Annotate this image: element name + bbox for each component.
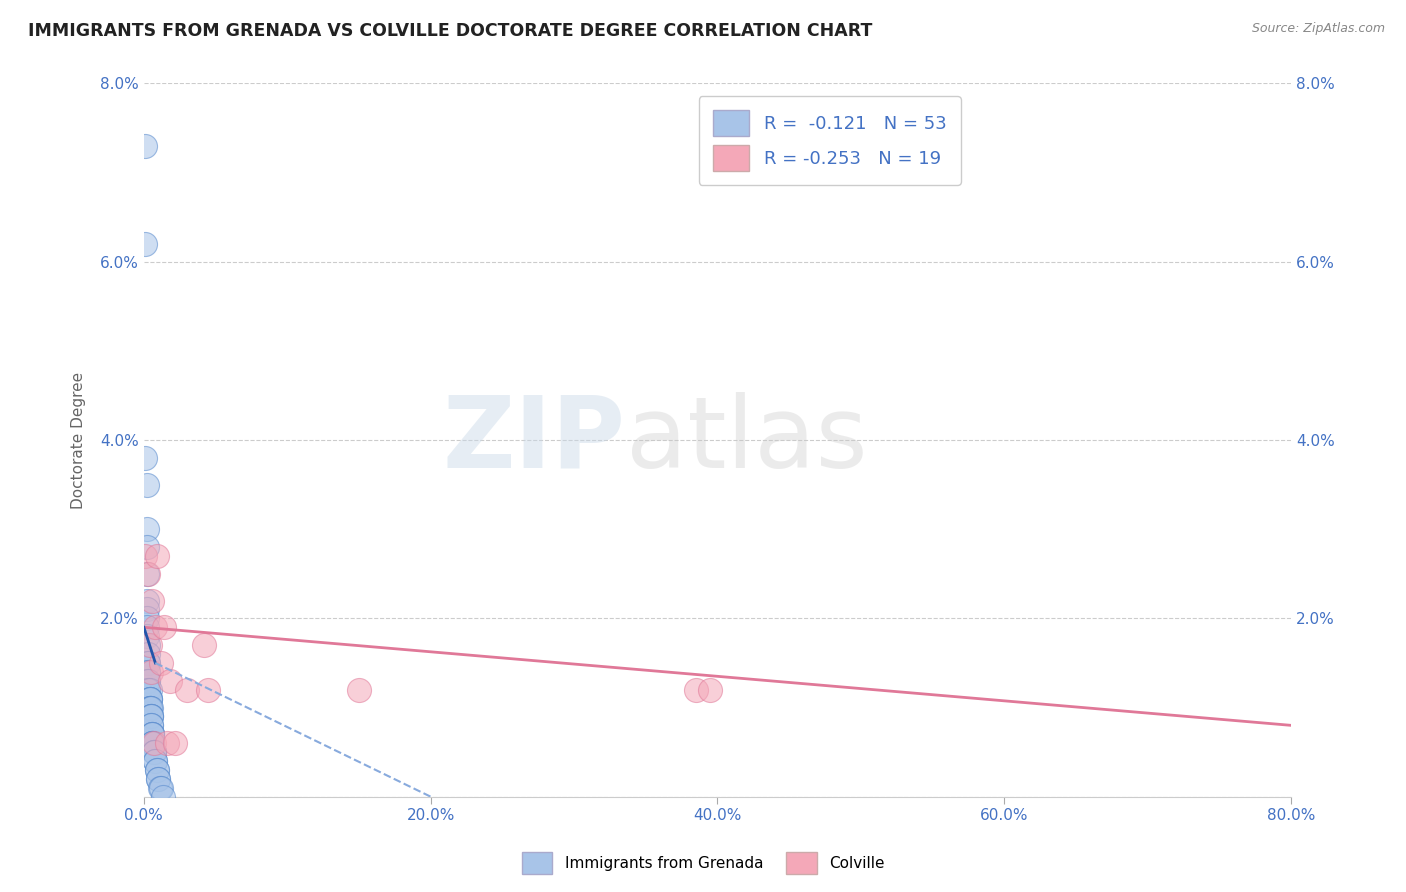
- Point: [134, 236, 156, 251]
- Point: [685, 682, 707, 697]
- Point: [136, 566, 159, 581]
- Point: [152, 789, 174, 804]
- Point: [136, 682, 159, 697]
- Point: [138, 691, 160, 706]
- Point: [141, 736, 163, 750]
- Point: [138, 638, 160, 652]
- Point: [136, 656, 159, 670]
- Point: [347, 682, 370, 697]
- Point: [134, 139, 156, 153]
- Point: [139, 700, 162, 714]
- Point: [135, 593, 157, 607]
- Point: [142, 736, 165, 750]
- Point: [135, 522, 157, 536]
- Point: [139, 709, 162, 723]
- Point: [142, 745, 165, 759]
- Point: [136, 647, 159, 661]
- Point: [146, 763, 169, 777]
- Point: [165, 736, 187, 750]
- Point: [141, 727, 163, 741]
- Point: [138, 691, 160, 706]
- Point: [143, 754, 166, 768]
- Point: [139, 665, 162, 679]
- Point: [142, 745, 165, 759]
- Point: [150, 780, 173, 795]
- Point: [148, 772, 170, 786]
- Point: [143, 754, 166, 768]
- Point: [136, 682, 159, 697]
- Point: [135, 540, 157, 554]
- Point: [139, 718, 162, 732]
- Point: [134, 549, 156, 563]
- Point: [141, 727, 163, 741]
- Point: [138, 691, 160, 706]
- Point: [150, 656, 173, 670]
- Point: [193, 638, 215, 652]
- Point: [699, 682, 721, 697]
- Text: Source: ZipAtlas.com: Source: ZipAtlas.com: [1251, 22, 1385, 36]
- Point: [139, 709, 162, 723]
- Point: [141, 736, 163, 750]
- Text: atlas: atlas: [626, 392, 868, 489]
- Point: [135, 602, 157, 616]
- Point: [176, 682, 198, 697]
- Point: [138, 700, 160, 714]
- Point: [159, 673, 181, 688]
- Point: [134, 450, 156, 465]
- Point: [148, 772, 170, 786]
- Point: [141, 736, 163, 750]
- Point: [139, 718, 162, 732]
- Point: [138, 700, 160, 714]
- Point: [135, 477, 157, 491]
- Point: [197, 682, 219, 697]
- Point: [138, 682, 160, 697]
- Text: ZIP: ZIP: [443, 392, 626, 489]
- Point: [136, 656, 159, 670]
- Point: [135, 611, 157, 625]
- Point: [141, 593, 163, 607]
- Point: [136, 673, 159, 688]
- Point: [146, 549, 169, 563]
- Point: [136, 673, 159, 688]
- Point: [135, 629, 157, 643]
- Point: [136, 665, 159, 679]
- Y-axis label: Doctorate Degree: Doctorate Degree: [72, 371, 86, 508]
- Legend: R =  -0.121   N = 53, R = -0.253   N = 19: R = -0.121 N = 53, R = -0.253 N = 19: [699, 96, 960, 185]
- Point: [141, 727, 163, 741]
- Point: [139, 709, 162, 723]
- Point: [136, 665, 159, 679]
- Text: IMMIGRANTS FROM GRENADA VS COLVILLE DOCTORATE DEGREE CORRELATION CHART: IMMIGRANTS FROM GRENADA VS COLVILLE DOCT…: [28, 22, 873, 40]
- Point: [156, 736, 179, 750]
- Point: [136, 638, 159, 652]
- Point: [135, 620, 157, 634]
- Point: [149, 780, 172, 795]
- Point: [146, 763, 169, 777]
- Legend: Immigrants from Grenada, Colville: Immigrants from Grenada, Colville: [516, 846, 890, 880]
- Point: [143, 620, 166, 634]
- Point: [153, 620, 176, 634]
- Point: [138, 700, 160, 714]
- Point: [135, 566, 157, 581]
- Point: [142, 745, 165, 759]
